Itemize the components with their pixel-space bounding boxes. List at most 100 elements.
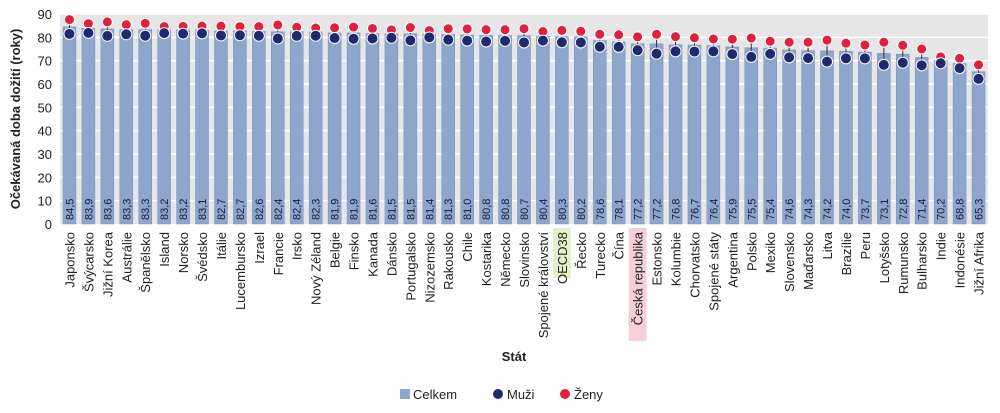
bar-celkem xyxy=(403,33,418,225)
x-tick-label: Rakousko xyxy=(441,232,456,290)
point-zeny xyxy=(139,17,151,29)
bar-value-label: 78,6 xyxy=(595,199,607,220)
point-muzi xyxy=(366,32,379,45)
bar-celkem xyxy=(555,36,569,225)
point-muzi xyxy=(214,29,227,42)
point-muzi xyxy=(593,40,606,53)
bar-value-label: 81,5 xyxy=(405,199,417,220)
bar-value-label: 81,5 xyxy=(386,199,398,220)
bar-celkem xyxy=(422,33,437,225)
x-tick-label: Jižní Afrika xyxy=(972,231,987,295)
point-zeny xyxy=(973,59,985,71)
x-tick-label: Řecko xyxy=(574,232,589,269)
bar-value-label: 76,4 xyxy=(708,199,720,220)
point-muzi xyxy=(574,36,587,49)
point-zeny xyxy=(688,32,700,44)
point-zeny xyxy=(499,24,511,36)
bar-celkem xyxy=(498,35,512,225)
point-zeny xyxy=(613,29,625,41)
x-tick-label: Jižní Korea xyxy=(100,231,115,297)
bar-celkem xyxy=(81,27,96,225)
point-muzi xyxy=(745,50,758,63)
point-zeny xyxy=(404,22,416,34)
bar-celkem xyxy=(896,53,910,225)
bar-celkem xyxy=(460,34,474,225)
point-muzi xyxy=(290,29,303,42)
bar-celkem xyxy=(62,26,77,225)
point-muzi xyxy=(821,55,834,68)
x-tick-label: Švýcarsko xyxy=(81,232,96,292)
x-tick-label: Německo xyxy=(498,232,513,287)
bar-celkem xyxy=(157,29,171,225)
bar-celkem xyxy=(839,51,853,225)
point-muzi xyxy=(802,52,815,65)
point-zeny xyxy=(329,22,341,34)
bar-celkem xyxy=(271,31,285,225)
x-tick-label: Polsko xyxy=(744,232,759,271)
x-tick-label: Izrael xyxy=(252,232,267,264)
y-tick-label: 20 xyxy=(38,170,52,185)
bar-celkem xyxy=(536,36,550,225)
bar-value-label: 81,9 xyxy=(349,199,361,220)
point-muzi xyxy=(101,29,114,42)
bar-value-label: 74,2 xyxy=(822,199,834,220)
point-muzi xyxy=(783,51,796,64)
point-zeny xyxy=(916,43,928,55)
bar-celkem xyxy=(801,50,815,225)
y-tick-label: 0 xyxy=(45,217,52,232)
x-tick-label: Francie xyxy=(271,232,286,275)
point-zeny xyxy=(272,19,284,31)
bar-celkem xyxy=(820,50,834,225)
x-tick-label: Kostarika xyxy=(479,231,494,286)
point-zeny xyxy=(632,31,644,43)
point-muzi xyxy=(63,27,76,40)
x-tick-label: Island xyxy=(157,232,172,267)
x-tick-label: Belgie xyxy=(328,232,343,268)
x-tick-label: Čína xyxy=(612,231,627,259)
legend-swatch-celkem xyxy=(400,389,410,399)
x-tick-label: Slovensko xyxy=(782,232,797,292)
point-muzi xyxy=(555,36,568,49)
bar-value-label: 82,7 xyxy=(235,199,247,220)
point-zeny xyxy=(480,24,492,36)
bar-value-label: 80,8 xyxy=(500,199,512,220)
bar-celkem xyxy=(517,35,531,225)
bar-value-label: 82,3 xyxy=(311,199,323,220)
bar-celkem xyxy=(384,33,399,225)
category-highlight xyxy=(628,228,647,341)
point-zeny xyxy=(120,19,132,31)
point-muzi xyxy=(726,48,739,61)
point-muzi xyxy=(252,29,265,42)
y-tick-label: 40 xyxy=(38,124,52,139)
bar-value-label: 78,1 xyxy=(614,199,626,220)
point-zeny xyxy=(802,36,814,48)
bar-value-label: 74,0 xyxy=(841,199,853,220)
point-muzi xyxy=(233,29,246,42)
point-muzi xyxy=(461,34,474,47)
point-muzi xyxy=(934,57,947,70)
bar-celkem xyxy=(687,44,702,225)
bar-value-label: 83,9 xyxy=(83,199,95,220)
point-muzi xyxy=(707,45,720,58)
point-muzi xyxy=(196,27,209,40)
x-tick-label: Nový Zéland xyxy=(309,232,324,305)
bar-value-label: 80,2 xyxy=(576,199,588,220)
point-muzi xyxy=(612,40,625,53)
y-tick-label: 70 xyxy=(38,54,52,69)
x-tick-label: Litva xyxy=(820,231,835,259)
bar-value-label: 72,8 xyxy=(898,199,910,220)
x-tick-label: Argentina xyxy=(725,231,740,287)
legend-label: Celkem xyxy=(413,387,457,402)
x-tick-label: OECD38 xyxy=(555,232,570,284)
point-muzi xyxy=(953,62,966,75)
bar-value-label: 82,6 xyxy=(254,199,266,220)
point-zeny xyxy=(556,24,568,36)
bar-celkem xyxy=(744,47,759,225)
bar-celkem xyxy=(877,53,891,225)
bar-celkem xyxy=(252,31,266,225)
bar-value-label: 68,8 xyxy=(955,199,967,220)
bar-value-label: 81,9 xyxy=(330,199,342,220)
bar-celkem xyxy=(308,31,323,225)
